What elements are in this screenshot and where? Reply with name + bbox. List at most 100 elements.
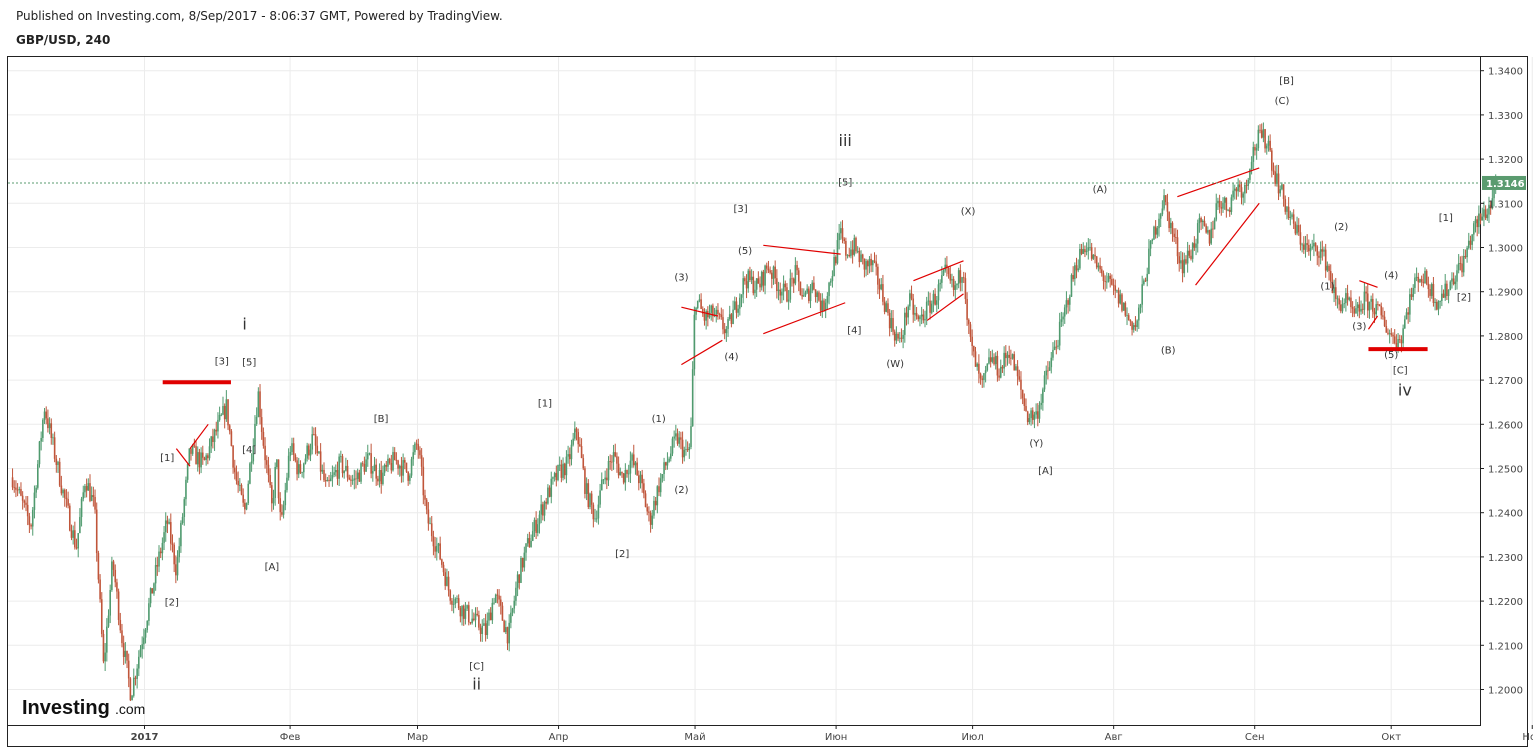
candle-body [400,465,403,476]
candle-body [740,294,743,298]
candle-body [1055,346,1058,348]
candle-body [1057,345,1059,347]
candle-body [37,464,39,488]
candle-body [654,500,657,506]
candle-body [334,469,337,473]
y-tick-label: 1.3300 [1488,111,1523,122]
candle-body [1013,354,1016,371]
candle-body [668,458,670,462]
candle-body [1159,214,1162,219]
candle-body [1274,171,1276,184]
candle-body [619,472,622,476]
candle-body [249,463,251,484]
candle-body [1260,130,1263,138]
candle-body [1321,249,1324,252]
candle-body [705,311,707,321]
candle-body [1329,271,1332,282]
candle-body [584,468,586,494]
candle-body [207,455,209,459]
candle-body [833,256,835,277]
candle-body [1409,294,1411,315]
candle-body [712,305,714,317]
candle-body [464,608,467,619]
candle-body [467,605,470,623]
candle-body [673,436,675,439]
wave-label: ii [472,675,481,694]
candle-body [106,626,108,653]
candle-body [925,301,928,319]
candle-body [786,287,788,302]
candle-body [1306,243,1308,245]
candle-body [153,583,155,594]
candle-body [139,649,142,657]
candle-body [1173,233,1175,238]
candle-body [813,282,815,290]
candle-body [523,552,526,568]
candle-body [1489,204,1492,209]
candle-body [595,518,598,520]
candle-body [1328,265,1330,272]
price-axis[interactable]: 1.2000 1.2100 1.2200 1.2300 1.2400 1.2500 1.26… [1480,67,1523,697]
y-tick-label: 1.2700 [1488,376,1523,387]
last-price-marker: 1.3146 [8,175,1526,190]
candle-body [878,284,881,290]
wave-label: (Y) [1029,438,1043,449]
candle-body [604,477,606,480]
candle-body [850,249,852,257]
candle-body [146,620,149,631]
candle-body [218,414,221,420]
published-caption: Published on Investing.com, 8/Sep/2017 -… [16,9,503,23]
candle-body [375,464,377,479]
candle-body [747,270,750,289]
candle-body [1385,326,1388,333]
candle-body [1220,207,1223,209]
candle-body [922,314,925,321]
y-tick-label: 1.2300 [1488,553,1523,564]
candle-body [873,260,876,262]
candle-body [1424,270,1426,284]
wave-label: (W) [886,359,904,370]
candle-body [762,271,765,286]
candle-body [324,480,327,482]
time-axis[interactable]: 2017 Фев Мар Апр Май Июн Июл Авг Сен Окт Ноя [131,725,1533,743]
candle-body [1043,375,1046,390]
candle-body [658,486,660,493]
candle-body [870,258,872,266]
candle-body [893,331,896,341]
candle-body [1244,185,1246,194]
candle-body [543,501,546,516]
candle-body [986,363,989,371]
candle-body [143,637,145,645]
candle-body [1380,305,1383,316]
candle-body [1326,265,1329,271]
candle-body [1151,239,1154,242]
candle-body [725,328,728,334]
wave-label: (2) [1334,222,1348,233]
candle-body [932,293,935,304]
candle-body [1483,209,1485,217]
candle-body [1213,219,1216,230]
wave-label: [2] [1457,293,1471,304]
candle-body [513,600,516,609]
candle-body [1005,352,1007,359]
candle-body [792,278,795,284]
candle-body [550,478,553,497]
candle-body [318,451,320,454]
candle-body [53,437,56,459]
candle-body [1334,287,1337,299]
candle-body [693,314,696,370]
candle-body [323,469,325,481]
candle-body [1028,418,1031,423]
candle-body [1240,187,1243,198]
candle-body [1139,304,1142,308]
candle-body [220,414,223,416]
candle-body [1102,273,1105,281]
candle-body [1180,260,1182,264]
candle-body [538,514,541,525]
candle-body [607,461,610,481]
candle-body [1479,213,1482,221]
candle-body [345,465,347,471]
candle-body [1156,228,1159,235]
y-tick-label: 1.3400 [1488,67,1523,78]
